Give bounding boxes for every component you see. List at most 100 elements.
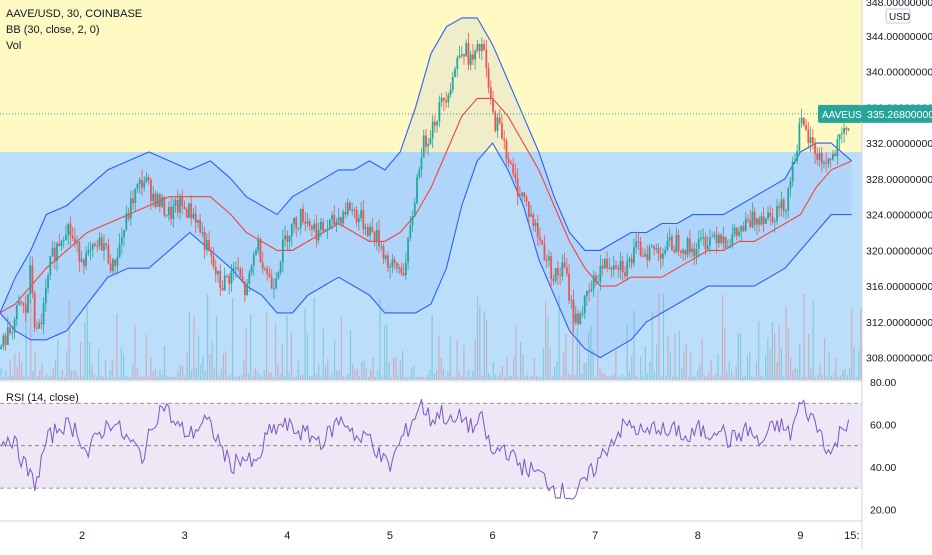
candle-body — [436, 121, 439, 126]
candle-body — [398, 267, 401, 269]
volume-bar — [678, 331, 680, 380]
volume-bar — [293, 376, 295, 380]
volume-bar — [184, 376, 186, 380]
candle-body — [767, 212, 769, 219]
volume-bar — [259, 374, 261, 380]
candle-body — [668, 236, 671, 241]
candle-body — [543, 244, 546, 261]
candle-body — [252, 254, 255, 266]
candle-body — [127, 213, 130, 219]
volume-bar — [774, 333, 776, 380]
volume-bar — [386, 323, 388, 380]
symbol-title[interactable]: AAVE/USD, 30, COINBASE — [6, 8, 143, 20]
volume-bar — [823, 338, 826, 380]
candle-body — [521, 192, 524, 196]
candle-body — [789, 181, 792, 189]
volume-bar — [792, 370, 794, 380]
volume-bar — [272, 376, 274, 380]
bb-lower-line — [0, 142, 852, 359]
currency-badge[interactable] — [885, 8, 911, 24]
volume-bar — [753, 376, 755, 380]
candle-body — [223, 275, 226, 291]
candle-body — [536, 222, 539, 238]
volume-bar — [93, 374, 95, 380]
candle-body — [91, 243, 94, 250]
volume-bar — [392, 357, 395, 380]
volume-bar — [368, 377, 370, 380]
candle-body — [255, 250, 257, 255]
candle-body — [847, 128, 850, 130]
last-price-badge[interactable] — [862, 104, 932, 123]
rsi-indicator-label[interactable]: RSI (14, close) — [6, 392, 79, 404]
volume-bar — [195, 367, 197, 380]
volume-bar — [812, 300, 814, 380]
volume-bar — [724, 328, 726, 380]
candle-body — [594, 275, 597, 283]
volume-bar — [470, 376, 472, 380]
volume-bar — [556, 361, 558, 380]
volume-bar — [218, 376, 220, 380]
candle-body — [818, 153, 821, 160]
candle-body — [467, 43, 470, 65]
volume-bar — [134, 324, 136, 380]
volume-bar — [256, 372, 259, 380]
volume-bar — [252, 376, 254, 380]
candle-body — [487, 68, 490, 88]
candle-body — [203, 231, 206, 251]
volume-bar — [540, 376, 542, 380]
volume-bar — [163, 345, 166, 380]
volume-bar — [674, 332, 676, 380]
candle-body — [76, 241, 79, 244]
volume-bar — [268, 372, 270, 380]
candle-body — [239, 269, 242, 277]
candle-body — [393, 259, 396, 263]
candle-body — [226, 275, 228, 277]
volume-bar — [574, 374, 576, 380]
candle-body — [662, 253, 664, 259]
candle-body — [293, 217, 295, 225]
volume-bar — [61, 369, 63, 380]
volume-bar — [191, 369, 193, 380]
candle-body — [333, 214, 336, 225]
volume-bar — [497, 376, 499, 380]
volume-bar — [442, 369, 445, 380]
candle-body — [671, 236, 673, 250]
candle-body — [530, 214, 532, 217]
candle-body — [659, 253, 662, 259]
candle-body — [834, 153, 837, 157]
volume-bar — [5, 370, 7, 380]
candle-body — [449, 89, 452, 95]
candle-body — [516, 178, 519, 195]
volume-bar — [141, 376, 143, 380]
volume-bar — [783, 376, 785, 380]
symbol-price-badge[interactable] — [818, 104, 862, 123]
volume-bar — [39, 370, 41, 380]
volume-bar — [113, 376, 116, 380]
candle-body — [400, 267, 403, 273]
candle-body — [825, 162, 828, 164]
volume-bar — [275, 323, 277, 380]
volume-bar — [458, 372, 460, 380]
volume-bar — [465, 376, 467, 380]
candle-body — [38, 322, 41, 329]
volume-bar — [839, 375, 842, 380]
volume-bar — [520, 341, 522, 380]
candle-body — [172, 205, 175, 219]
candle-body — [268, 273, 271, 277]
vol-indicator-label[interactable]: Vol — [6, 40, 22, 52]
candle-body — [317, 229, 320, 240]
candle-body — [328, 219, 331, 229]
candle-body — [738, 231, 740, 236]
candle-body — [758, 218, 761, 225]
candle-body — [6, 327, 9, 345]
volume-bar — [647, 373, 649, 380]
candle-body — [709, 237, 711, 246]
candle-body — [534, 222, 537, 226]
volume-bar — [429, 369, 431, 380]
volume-bar — [408, 376, 411, 380]
candle-body — [726, 247, 729, 249]
candle-body — [290, 224, 293, 236]
bb-indicator-label[interactable]: BB (30, close, 2, 0) — [6, 24, 100, 36]
volume-bar — [733, 376, 735, 380]
